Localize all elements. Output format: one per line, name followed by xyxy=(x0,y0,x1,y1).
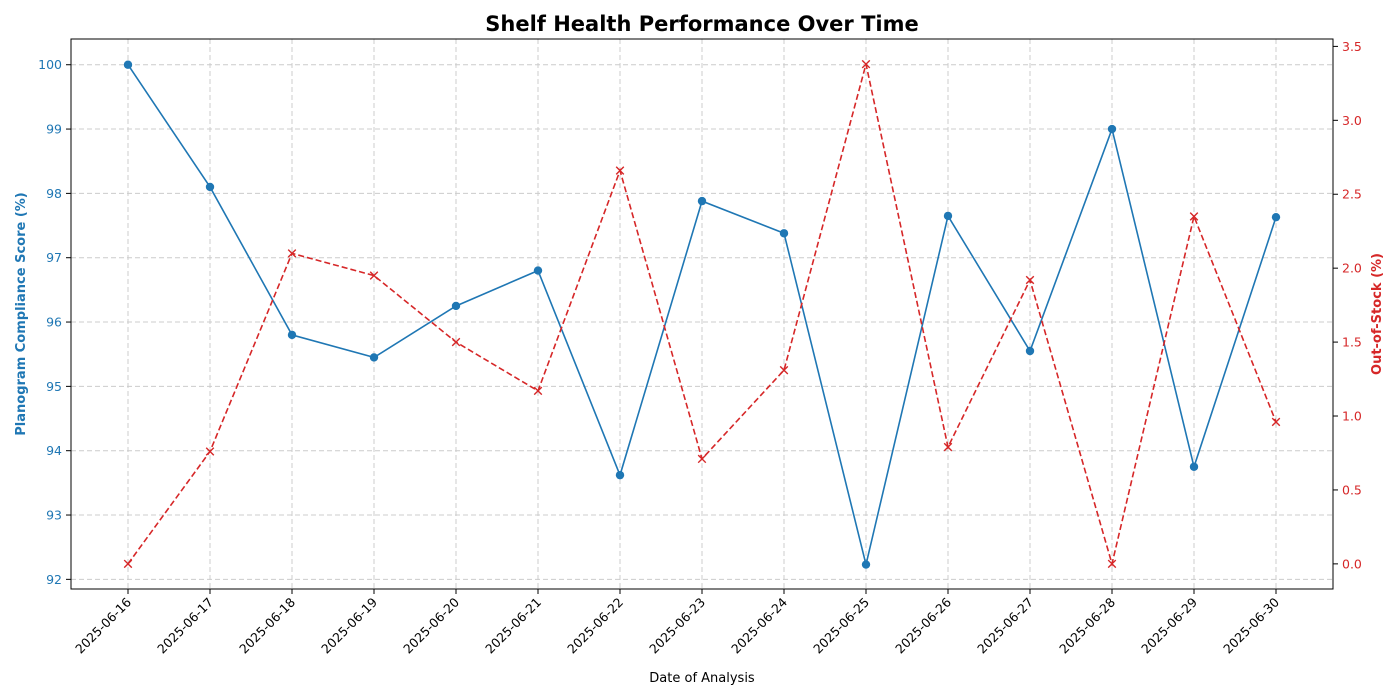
out-of-stock-point-stroke xyxy=(615,166,625,175)
compliance-score-point xyxy=(533,266,543,275)
compliance-score-point xyxy=(123,60,133,69)
out-of-stock-point xyxy=(123,559,133,569)
compliance-score-point xyxy=(943,211,953,221)
out-of-stock-point-stroke xyxy=(1025,275,1035,285)
left-y-tick-label: 93 xyxy=(46,508,62,523)
x-tick-label: 2025-06-24 xyxy=(728,594,790,656)
grid-layer xyxy=(71,39,1333,589)
right-y-tick-label: 0.5 xyxy=(1342,482,1362,497)
out-of-stock-point xyxy=(533,386,543,396)
left-y-tick-label: 98 xyxy=(46,186,62,201)
chart-title: Shelf Health Performance Over Time xyxy=(485,12,918,36)
x-tick-label: 2025-06-25 xyxy=(810,595,872,657)
left-y-tick-label: 96 xyxy=(46,315,62,330)
out-of-stock-point-stroke xyxy=(369,271,379,280)
right-y-tick-label: 2.5 xyxy=(1342,187,1362,202)
left-y-tick-label: 95 xyxy=(46,379,62,394)
out-of-stock-point xyxy=(451,337,461,347)
x-tick-label: 2025-06-19 xyxy=(318,594,380,656)
out-of-stock-point xyxy=(287,249,297,258)
left-y-tick-label: 92 xyxy=(46,572,62,587)
right-y-tick-label: 0.0 xyxy=(1342,556,1362,571)
x-tick-label: 2025-06-30 xyxy=(1220,594,1282,656)
out-of-stock-point-stroke xyxy=(1189,212,1199,221)
out-of-stock-point xyxy=(943,442,953,452)
compliance-score-point xyxy=(615,470,625,480)
left-y-tick-label: 97 xyxy=(46,250,62,265)
out-of-stock-point xyxy=(1025,275,1035,285)
x-tick-label: 2025-06-29 xyxy=(1138,594,1200,656)
compliance-score-point xyxy=(1271,212,1281,222)
out-of-stock-point-stroke xyxy=(697,454,707,464)
out-of-stock-point-stroke xyxy=(779,365,789,375)
compliance-score-point xyxy=(861,560,871,569)
out-of-stock-point xyxy=(205,447,215,456)
out-of-stock-point xyxy=(779,365,789,375)
right-y-tick-label: 3.0 xyxy=(1342,113,1362,128)
compliance-score-point xyxy=(1107,124,1117,134)
compliance-score-point xyxy=(697,196,707,206)
x-axis-title: Date of Analysis xyxy=(649,671,755,686)
x-tick-label: 2025-06-18 xyxy=(236,594,298,656)
out-of-stock-point-stroke xyxy=(861,59,871,69)
out-of-stock-point xyxy=(697,454,707,464)
out-of-stock-point-stroke xyxy=(123,559,133,569)
compliance-series-layer xyxy=(123,60,1281,569)
compliance-score-point xyxy=(451,301,461,311)
right-y-tick-label: 2.0 xyxy=(1342,261,1362,276)
compliance-score-point xyxy=(1189,462,1199,471)
x-tick-label: 2025-06-27 xyxy=(974,595,1036,657)
out-of-stock-point-stroke xyxy=(533,386,543,396)
out-of-stock-point-stroke xyxy=(943,442,953,452)
right-y-tick-label: 3.5 xyxy=(1342,39,1362,54)
out-of-stock-point-stroke xyxy=(451,337,461,347)
x-tick-label: 2025-06-26 xyxy=(892,594,954,656)
x-tick-label: 2025-06-22 xyxy=(564,595,626,657)
out-of-stock-point xyxy=(1107,559,1117,569)
out-of-stock-point-stroke xyxy=(205,447,215,456)
x-tick-label: 2025-06-20 xyxy=(400,594,462,656)
compliance-score-point xyxy=(779,229,789,238)
out-of-stock-point-stroke xyxy=(1107,559,1117,569)
compliance-score-point xyxy=(205,182,215,192)
x-tick-label: 2025-06-17 xyxy=(154,595,216,657)
x-tick-label: 2025-06-28 xyxy=(1056,594,1118,656)
left-y-tick-label: 94 xyxy=(46,443,62,458)
left-y-axis-title: Planogram Compliance Score (%) xyxy=(14,192,29,435)
x-tick-label: 2025-06-23 xyxy=(646,595,708,657)
x-tick-label: 2025-06-16 xyxy=(72,594,134,656)
out-of-stock-point xyxy=(1189,212,1199,221)
left-y-tick-label: 100 xyxy=(38,57,62,72)
out-of-stock-point xyxy=(615,166,625,175)
left-y-axis: 92 93 94 95 96 97 98 99 100 xyxy=(38,57,71,587)
out-of-stock-point xyxy=(1271,417,1281,427)
right-y-tick-label: 1.0 xyxy=(1342,409,1362,424)
compliance-score-point xyxy=(287,330,297,340)
out-of-stock-point xyxy=(861,59,871,69)
out-of-stock-point-stroke xyxy=(287,249,297,258)
x-axis: 2025-06-16 2025-06-17 2025-06-18 2025-06-19… xyxy=(72,589,1282,656)
right-y-axis: 0.0 0.5 1.0 1.5 2.0 2.5 3.0 3.5 xyxy=(1333,39,1362,571)
left-y-tick-label: 99 xyxy=(46,122,62,137)
out-of-stock-series-layer xyxy=(123,59,1281,569)
out-of-stock-point-stroke xyxy=(1271,417,1281,427)
compliance-score-point xyxy=(1025,346,1035,356)
right-y-tick-label: 1.5 xyxy=(1342,335,1362,350)
right-y-axis-title: Out-of-Stock (%) xyxy=(1370,253,1385,375)
out-of-stock-point xyxy=(369,271,379,280)
x-tick-label: 2025-06-21 xyxy=(482,595,544,657)
compliance-score-point xyxy=(369,353,379,362)
